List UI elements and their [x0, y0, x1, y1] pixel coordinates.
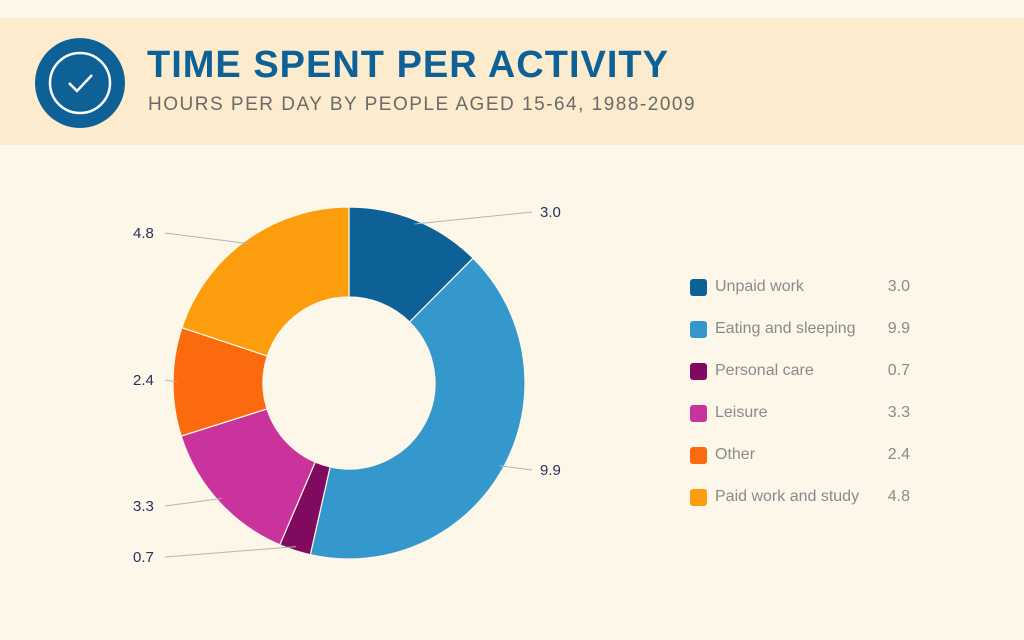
header-band — [0, 18, 1024, 145]
donut-slice-eating-and-sleeping — [309, 257, 526, 560]
legend-item: Eating and sleeping 9.9 — [690, 308, 910, 350]
legend-label: Unpaid work — [715, 278, 804, 295]
legend-swatch — [690, 488, 707, 506]
legend: Unpaid work 3.0 Eating and sleeping 9.9 Pers… — [690, 266, 910, 518]
legend-item: Other 2.4 — [690, 434, 910, 476]
legend-value: 4.8 — [887, 488, 910, 505]
legend-label: Other — [715, 446, 756, 463]
legend-swatch — [690, 320, 707, 338]
data-label: 2.4 — [133, 372, 154, 389]
legend-value: 3.0 — [887, 278, 910, 295]
legend-swatch — [690, 446, 707, 464]
leader-line — [164, 379, 178, 383]
legend-value: 2.4 — [887, 446, 910, 463]
legend-value: 0.7 — [887, 362, 910, 379]
legend-swatch — [690, 362, 707, 380]
data-label: 3.3 — [133, 498, 154, 515]
legend-label: Personal care — [715, 362, 814, 379]
legend-swatch — [690, 278, 707, 296]
legend-item: Personal care 0.7 — [690, 350, 910, 392]
legend-label: Eating and sleeping — [715, 320, 856, 337]
data-label: 9.9 — [540, 462, 561, 479]
legend-item: Leisure 3.3 — [690, 392, 910, 434]
legend-swatch — [690, 404, 707, 422]
page-title: TIME SPENT PER ACTIVITY — [147, 44, 669, 86]
legend-value: 3.3 — [887, 404, 910, 421]
legend-label: Paid work and study — [715, 488, 860, 505]
leader-line — [414, 211, 533, 225]
leader-line — [164, 546, 297, 558]
page-subtitle: HOURS PER DAY BY PEOPLE AGED 15-64, 1988… — [148, 94, 697, 115]
data-label: 4.8 — [133, 225, 154, 242]
leader-line — [164, 498, 222, 507]
legend-item: Paid work and study 4.8 — [690, 476, 910, 518]
donut-slice-paid-work-and-study — [181, 206, 350, 357]
legend-item: Unpaid work 3.0 — [690, 266, 910, 308]
legend-label: Leisure — [715, 404, 768, 421]
leader-line — [499, 465, 533, 471]
legend-value: 9.9 — [887, 320, 910, 337]
data-label: 0.7 — [133, 549, 154, 566]
data-label: 3.0 — [540, 204, 561, 221]
check-circle-icon — [35, 38, 125, 128]
leader-line — [164, 232, 249, 245]
